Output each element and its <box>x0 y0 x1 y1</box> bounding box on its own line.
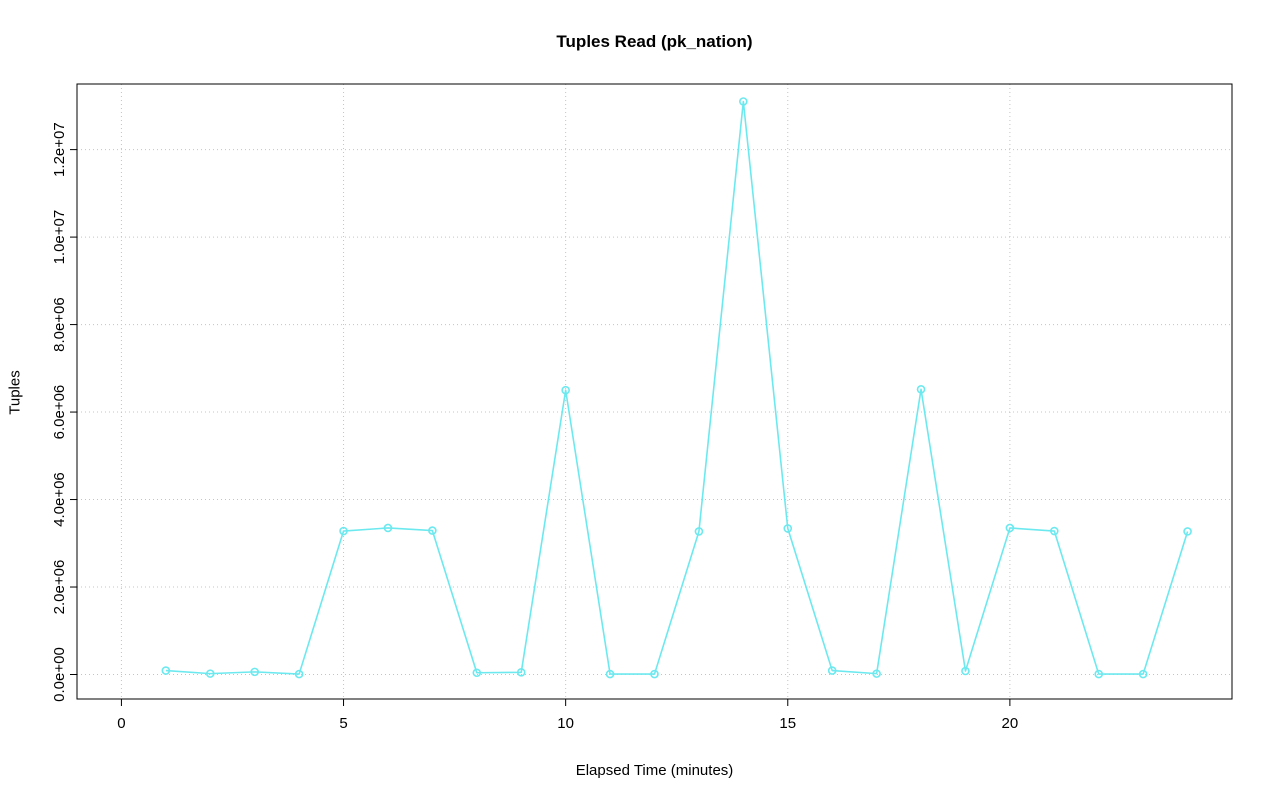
data-point <box>1005 523 1015 533</box>
data-point <box>827 666 837 675</box>
data-point <box>739 97 748 106</box>
data-point <box>205 669 215 678</box>
data-point <box>872 669 881 678</box>
data-point <box>1094 669 1104 679</box>
y-tick-label: 6.0e+06 <box>51 385 68 440</box>
data-point <box>605 669 615 679</box>
data-point <box>472 668 482 678</box>
data-point <box>161 666 171 675</box>
y-tick-label: 1.0e+07 <box>51 210 68 265</box>
x-tick-label: 5 <box>339 715 347 732</box>
x-tick-label: 20 <box>1002 715 1019 732</box>
data-point <box>783 524 793 533</box>
series-line <box>165 100 1189 675</box>
data-point <box>516 668 526 677</box>
y-tick-label: 2.0e+06 <box>51 560 68 615</box>
chart-title: Tuples Read (pk_nation) <box>556 32 753 51</box>
y-tick-label: 8.0e+06 <box>51 297 68 352</box>
x-tick-label: 0 <box>117 715 125 732</box>
plot-box <box>76 83 1233 700</box>
data-point <box>916 385 926 394</box>
data-point <box>428 526 437 535</box>
y-tick-label: 1.2e+07 <box>51 122 68 177</box>
y-axis-label: Tuples <box>6 370 24 415</box>
data-point <box>561 385 570 395</box>
data-point <box>650 669 659 679</box>
data-point <box>1183 527 1192 536</box>
x-tick-label: 10 <box>557 715 574 732</box>
data-point <box>383 523 393 533</box>
data-point <box>1138 669 1148 679</box>
y-tick-label: 4.0e+06 <box>51 472 68 527</box>
data-point <box>294 669 304 679</box>
x-axis-label: Elapsed Time (minutes) <box>575 762 734 779</box>
data-point <box>1050 526 1059 536</box>
data-point <box>694 527 704 536</box>
x-tick-label: 15 <box>779 715 796 732</box>
y-tick-label: 0.0e+00 <box>51 647 68 702</box>
data-point <box>250 667 259 677</box>
data-point <box>339 526 348 536</box>
data-point <box>961 666 970 676</box>
